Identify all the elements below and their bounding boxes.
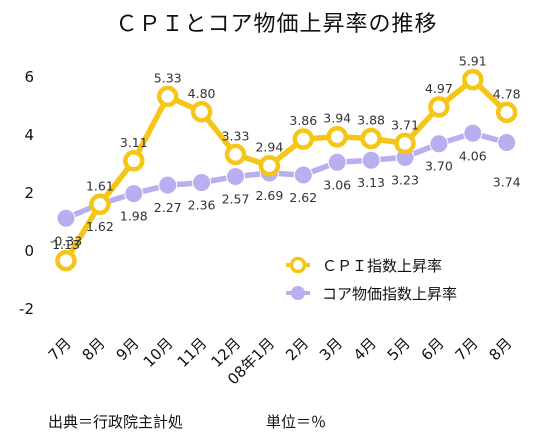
core-point bbox=[158, 175, 178, 195]
cpi-point bbox=[495, 101, 518, 124]
core-point bbox=[327, 152, 347, 172]
cpi-point bbox=[292, 128, 315, 150]
core-data-label: 2.27 bbox=[154, 200, 182, 215]
y-tick-label: 6 bbox=[24, 68, 34, 86]
legend-cpi-marker bbox=[289, 256, 307, 274]
cpi-data-label: 3.33 bbox=[222, 128, 250, 143]
cpi-data-label: 5.91 bbox=[459, 54, 487, 69]
core-point bbox=[361, 150, 381, 170]
y-tick-label: 0 bbox=[24, 242, 34, 260]
core-data-label: 1.98 bbox=[120, 209, 148, 224]
x-tick-label: 10月 bbox=[140, 334, 177, 371]
core-data-label: 3.13 bbox=[357, 175, 385, 190]
cpi-point bbox=[224, 143, 247, 166]
core-data-label: 3.06 bbox=[323, 177, 351, 192]
cpi-data-label: 3.71 bbox=[391, 117, 419, 132]
x-tick-label: 3月 bbox=[316, 334, 346, 364]
y-tick-label: 2 bbox=[24, 184, 34, 202]
x-tick-label: 6月 bbox=[418, 334, 448, 364]
cpi-point bbox=[123, 150, 145, 172]
cpi-point bbox=[360, 127, 382, 150]
cpi-point bbox=[190, 101, 213, 123]
x-tick-label: 5月 bbox=[384, 334, 414, 364]
legend-cpi-label: ＣＰＩ指数上昇率 bbox=[322, 257, 442, 275]
cpi-data-label: 4.80 bbox=[188, 86, 216, 101]
cpi-point bbox=[55, 249, 77, 272]
cpi-data-label: 3.86 bbox=[289, 113, 317, 128]
core-point bbox=[192, 173, 212, 193]
core-point bbox=[293, 165, 313, 185]
core-data-label: 4.06 bbox=[459, 148, 487, 163]
cpi-data-label: 2.94 bbox=[255, 140, 283, 155]
source-note: 出典＝行政院主計処 bbox=[48, 413, 184, 431]
cpi-point bbox=[326, 125, 348, 148]
legend-core-label: コア物価指数上昇率 bbox=[322, 285, 457, 303]
cpi-data-label: 3.11 bbox=[120, 135, 148, 150]
cpi-point bbox=[462, 68, 484, 91]
x-tick-label: 8月 bbox=[485, 334, 515, 364]
core-point bbox=[429, 134, 449, 154]
x-tick-label: 9月 bbox=[113, 334, 143, 364]
core-point bbox=[463, 123, 483, 143]
core-data-label: 3.70 bbox=[425, 159, 453, 174]
cpi-point bbox=[156, 85, 179, 108]
cpi-data-label: 4.78 bbox=[493, 86, 521, 101]
cpi-data-label: 1.61 bbox=[86, 178, 114, 193]
chart-title: ＣＰＩとコア物価上昇率の推移 bbox=[115, 12, 438, 37]
cpi-point bbox=[394, 132, 416, 155]
cpi-data-label: -0.33 bbox=[50, 234, 82, 249]
cpi-data-label: 4.97 bbox=[425, 81, 453, 96]
x-tick-label: 7月 bbox=[45, 334, 75, 364]
core-data-label: 2.57 bbox=[222, 191, 250, 206]
x-tick-label: 2月 bbox=[282, 334, 312, 364]
cpi-point bbox=[258, 154, 281, 177]
core-data-label: 3.74 bbox=[493, 175, 521, 190]
x-tick-label: 11月 bbox=[174, 334, 211, 371]
core-point bbox=[226, 166, 245, 186]
core-data-label: 2.36 bbox=[188, 198, 216, 213]
core-data-label: 1.13 bbox=[52, 237, 80, 252]
core-data-label: 2.62 bbox=[289, 190, 317, 205]
unit-note: 単位＝％ bbox=[266, 413, 327, 431]
core-data-label: 3.23 bbox=[391, 172, 419, 187]
x-tick-label: 8月 bbox=[79, 334, 109, 364]
core-point bbox=[56, 208, 76, 228]
cpi-point bbox=[89, 193, 111, 216]
y-tick-label: 4 bbox=[24, 126, 34, 144]
legend-core-marker bbox=[291, 286, 305, 300]
core-data-label: 1.62 bbox=[86, 219, 114, 234]
core-point bbox=[124, 184, 144, 204]
x-tick-label: 7月 bbox=[452, 334, 482, 364]
cpi-data-label: 3.94 bbox=[323, 111, 351, 126]
cpi-data-label: 3.88 bbox=[357, 112, 385, 127]
y-tick-label: -2 bbox=[19, 300, 34, 318]
cpi-data-label: 5.33 bbox=[154, 70, 182, 85]
x-tick-label: 4月 bbox=[350, 334, 380, 364]
core-point bbox=[497, 133, 517, 153]
cpi-point bbox=[428, 96, 450, 118]
core-data-label: 2.69 bbox=[255, 188, 283, 203]
